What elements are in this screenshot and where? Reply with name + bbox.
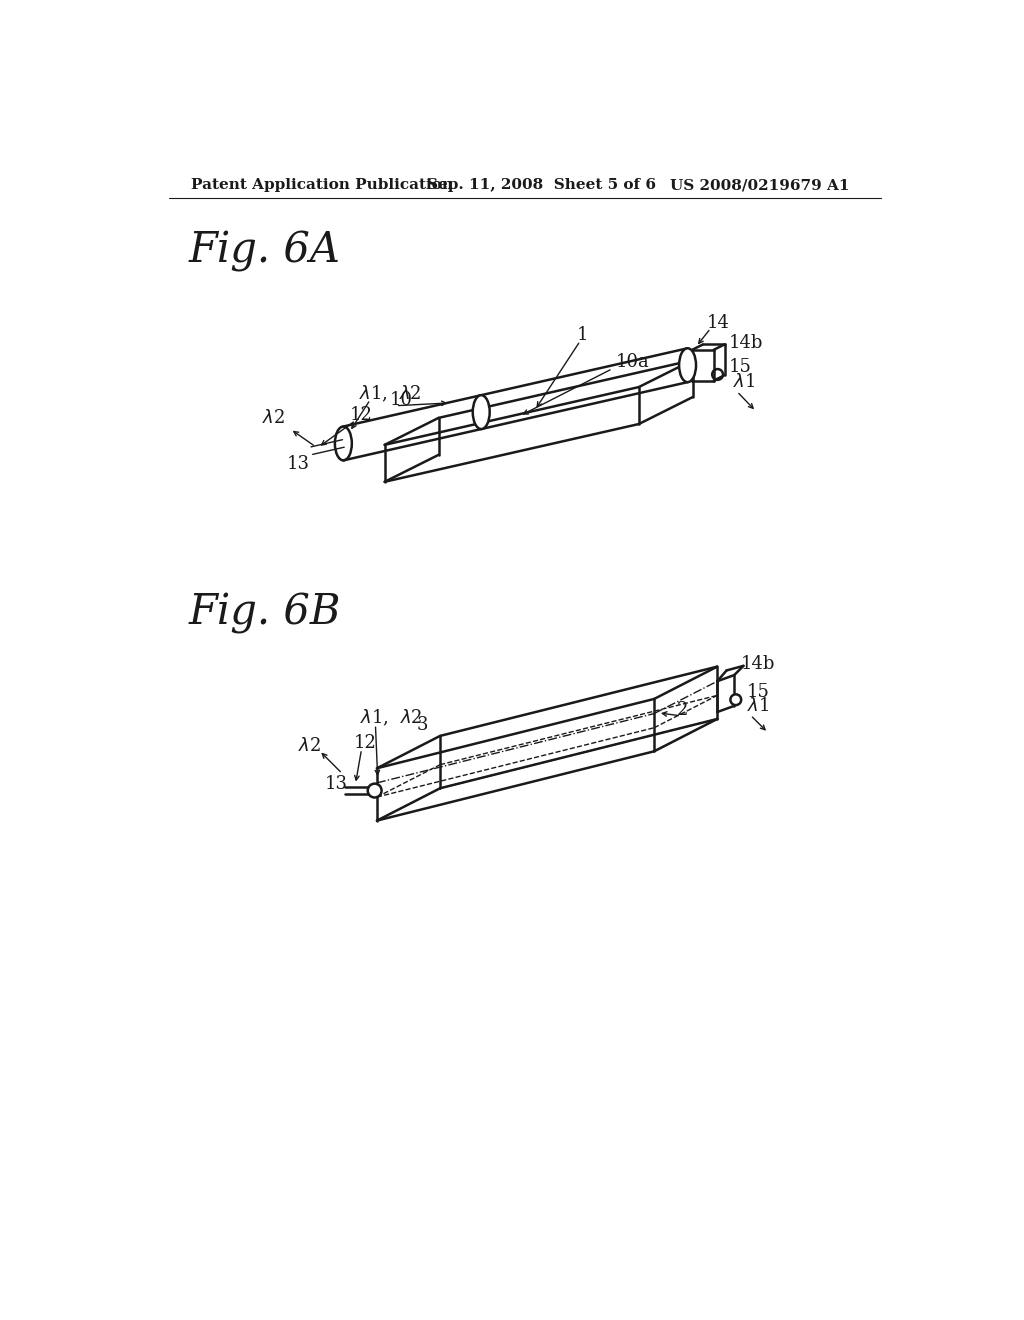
Text: $\lambda$2: $\lambda$2 <box>298 737 321 755</box>
Text: $\lambda$1,  $\lambda$2: $\lambda$1, $\lambda$2 <box>360 708 422 729</box>
Text: $\lambda$1: $\lambda$1 <box>733 374 756 391</box>
Text: 14: 14 <box>707 314 730 331</box>
Text: 13: 13 <box>325 775 347 793</box>
Text: 12: 12 <box>354 734 377 752</box>
Text: $\lambda$1: $\lambda$1 <box>746 697 769 715</box>
Text: 15: 15 <box>729 358 752 376</box>
Text: 13: 13 <box>287 455 310 474</box>
Text: 10: 10 <box>389 391 413 409</box>
Text: $\lambda$2: $\lambda$2 <box>262 409 285 428</box>
Text: 15: 15 <box>746 682 769 701</box>
Text: Sep. 11, 2008  Sheet 5 of 6: Sep. 11, 2008 Sheet 5 of 6 <box>427 178 656 193</box>
Text: $\lambda$1,  $\lambda$2: $\lambda$1, $\lambda$2 <box>358 383 421 404</box>
Text: 10a: 10a <box>615 354 649 371</box>
Text: 14b: 14b <box>728 334 763 352</box>
Text: 2: 2 <box>677 701 688 719</box>
Text: 1: 1 <box>578 326 589 343</box>
Text: Fig. 6B: Fig. 6B <box>188 591 341 634</box>
Text: Fig. 6A: Fig. 6A <box>188 230 340 272</box>
Ellipse shape <box>679 348 696 383</box>
Text: Patent Application Publication: Patent Application Publication <box>190 178 453 193</box>
Text: 12: 12 <box>349 407 373 424</box>
Ellipse shape <box>473 395 489 429</box>
Text: 14b: 14b <box>740 655 775 673</box>
Text: 3: 3 <box>417 717 428 734</box>
Circle shape <box>730 694 741 705</box>
Text: US 2008/0219679 A1: US 2008/0219679 A1 <box>670 178 849 193</box>
Circle shape <box>368 784 382 797</box>
